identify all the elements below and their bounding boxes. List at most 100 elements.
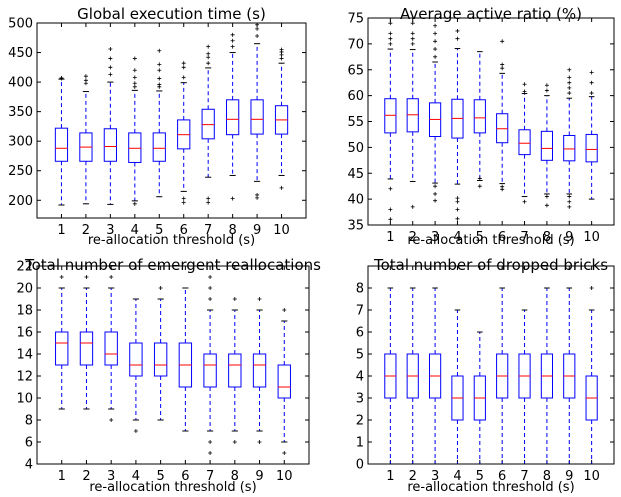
- x-tick-label: 5: [476, 469, 484, 484]
- outlier-marker: [433, 47, 438, 52]
- box: [252, 353, 267, 388]
- x-tick-label: 2: [409, 469, 417, 484]
- outlier-marker: [410, 31, 415, 36]
- subplot-execution-time: Global execution time (s) re-allocation …: [8, 5, 307, 248]
- outlier-marker: [108, 72, 113, 77]
- outlier-marker: [132, 201, 137, 206]
- x-tick-label: 10: [276, 469, 293, 484]
- outlier-marker: [455, 199, 460, 204]
- outlier-marker: [206, 51, 211, 56]
- y-tick-label: 4: [356, 370, 364, 385]
- box: [128, 132, 142, 163]
- outlier-marker: [158, 286, 163, 290]
- outlier-marker: [83, 78, 88, 83]
- outlier-marker: [208, 286, 213, 290]
- outlier-marker: [455, 207, 460, 212]
- y-tick-label: 6: [25, 436, 33, 451]
- outlier-marker: [388, 36, 393, 41]
- y-tick-label: 35: [347, 219, 364, 234]
- outlier-marker: [206, 196, 211, 201]
- x-tick-label: 4: [132, 469, 140, 484]
- box: [228, 353, 242, 388]
- x-tick-label: 8: [231, 469, 239, 484]
- outlier-marker: [388, 186, 393, 191]
- outlier-marker: [232, 440, 237, 444]
- outlier-marker: [410, 204, 415, 209]
- y-tick-label: 3: [356, 392, 364, 407]
- x-tick-label: 8: [228, 223, 236, 238]
- y-tick-label: 65: [347, 63, 364, 78]
- outlier-marker: [567, 85, 572, 90]
- y-tick-label: 350: [8, 105, 33, 120]
- outlier-marker: [181, 65, 186, 70]
- outlier-marker: [157, 68, 162, 73]
- outlier-marker: [108, 56, 113, 61]
- outlier-marker: [388, 207, 393, 212]
- box: [473, 99, 486, 134]
- outlier-marker: [230, 38, 235, 43]
- x-tick-label: 10: [583, 469, 600, 484]
- subplot-dropped-bricks: Total number of dropped bricks re-alloca…: [356, 256, 615, 495]
- outlier-marker: [544, 88, 549, 93]
- outlier-marker: [59, 275, 64, 279]
- outlier-marker: [84, 275, 89, 279]
- y-tick-label: 200: [8, 194, 33, 209]
- outlier-marker: [230, 32, 235, 37]
- x-tick-label: 2: [409, 230, 417, 245]
- outlier-marker: [132, 75, 137, 80]
- box: [496, 113, 509, 144]
- outlier-marker: [206, 200, 211, 205]
- outlier-marker: [132, 68, 137, 73]
- x-tick-label: 8: [543, 469, 551, 484]
- x-tick-label: 9: [565, 230, 573, 245]
- outlier-marker: [388, 21, 393, 26]
- x-tick-label: 3: [431, 230, 439, 245]
- box: [384, 98, 397, 134]
- y-tick-label: 20: [16, 282, 33, 297]
- outlier-marker: [132, 81, 137, 86]
- outlier-marker: [433, 184, 438, 189]
- x-tick-label: 3: [107, 469, 115, 484]
- outlier-marker: [589, 286, 594, 290]
- outlier-marker: [108, 47, 113, 51]
- outlier-marker: [567, 204, 572, 209]
- y-tick-label: 60: [347, 89, 364, 104]
- outlier-marker: [500, 184, 505, 189]
- y-tick-label: 2: [356, 414, 364, 429]
- outlier-marker: [567, 199, 572, 204]
- y-tick-label: 4: [25, 458, 33, 473]
- outlier-marker: [410, 21, 415, 26]
- outlier-marker: [108, 65, 113, 70]
- box: [277, 364, 291, 399]
- y-tick-label: 6: [356, 326, 364, 341]
- outlier-marker: [455, 196, 460, 201]
- x-tick-label: 9: [565, 469, 573, 484]
- outlier-marker: [410, 41, 415, 46]
- y-tick-label: 14: [16, 348, 33, 363]
- outlier-marker: [279, 47, 284, 52]
- y-tick-label: 55: [347, 115, 364, 130]
- outlier-marker: [132, 84, 137, 89]
- y-tick-label: 5: [356, 348, 364, 363]
- outlier-marker: [282, 308, 287, 312]
- y-tick-label: 0: [356, 458, 364, 473]
- x-tick-label: 4: [453, 469, 461, 484]
- outlier-marker: [567, 75, 572, 80]
- x-tick-label: 6: [180, 223, 188, 238]
- outlier-marker: [433, 23, 438, 28]
- x-tick-label: 8: [543, 230, 551, 245]
- outlier-marker: [232, 297, 237, 301]
- x-tick-label: 10: [273, 223, 290, 238]
- outlier-marker: [455, 28, 460, 33]
- x-axis-label: re-allocation threshold (s): [407, 480, 574, 495]
- x-tick-label: 1: [58, 469, 66, 484]
- outlier-marker: [109, 418, 114, 422]
- box: [203, 353, 217, 388]
- outlier-marker: [589, 70, 594, 75]
- outlier-marker: [433, 198, 438, 203]
- x-tick-label: 5: [476, 230, 484, 245]
- box: [585, 133, 598, 163]
- x-tick-label: 2: [82, 223, 90, 238]
- outlier-marker: [181, 200, 186, 205]
